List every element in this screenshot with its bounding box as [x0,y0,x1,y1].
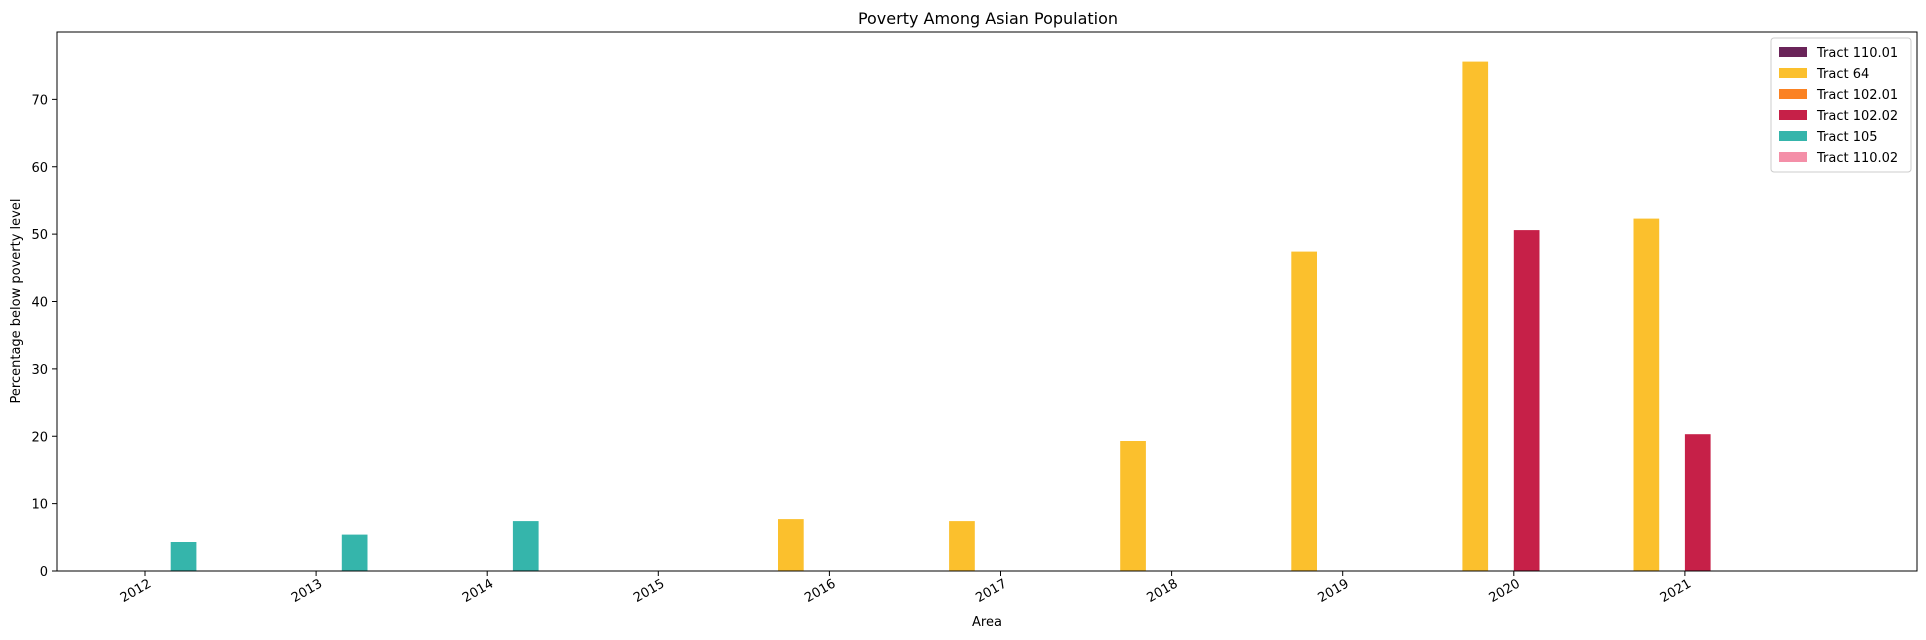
bar-tract-105-2012 [170,542,197,571]
y-tick-label: 70 [31,93,48,108]
x-tick-label: 2013 [289,576,325,606]
bar-tract-102-02-2021 [1684,434,1711,571]
bars-layer [170,61,1711,571]
x-tick-label: 2019 [1316,576,1352,606]
bar-tract-105-2013 [341,534,368,571]
x-tick-label: 2015 [631,576,667,606]
x-tick-label: 2018 [1144,576,1180,606]
bar-tract-64-2016 [778,519,804,571]
legend-swatch-tract-64 [1779,68,1807,78]
y-tick-label: 40 [31,296,48,311]
legend-swatch-tract-102-01 [1779,89,1807,99]
bar-tract-64-2021 [1633,218,1660,571]
chart-title: Poverty Among Asian Population [858,9,1118,28]
bar-tract-105-2014 [512,521,539,571]
legend-label-tract-105: Tract 105 [1816,130,1878,145]
bar-tract-64-2019 [1291,251,1317,571]
legend: Tract 110.01 Tract 64 Tract 102.01 Tract 10… [1770,37,1912,173]
y-tick-label: 0 [40,565,48,580]
legend-label-tract-102-02: Tract 102.02 [1816,109,1898,124]
x-tick-label: 2020 [1487,576,1523,606]
x-axis-label: Area [972,615,1002,630]
bar-tract-64-2020 [1462,61,1489,571]
legend-label-tract-110-01: Tract 110.01 [1816,46,1898,61]
y-tick-label: 20 [31,430,48,445]
x-tick-label: 2012 [118,576,154,606]
legend-label-tract-64: Tract 64 [1816,67,1869,82]
x-tick-label: 2016 [802,576,838,606]
legend-label-tract-102-01: Tract 102.01 [1816,88,1898,103]
bar-tract-102-02-2020 [1513,230,1540,571]
y-tick-label: 50 [31,228,48,243]
y-axis: 0 10 20 30 40 50 60 70 [31,93,57,580]
x-tick-label: 2017 [973,576,1009,606]
legend-swatch-tract-102-02 [1779,110,1807,120]
y-tick-label: 10 [31,498,48,513]
y-axis-label: Percentage below poverty level [9,199,24,404]
x-axis: 2012 2013 2014 2015 2016 2017 2018 2019 2020 2021 [118,571,1694,606]
bar-tract-64-2017 [949,521,975,571]
legend-swatch-tract-110-01 [1779,47,1807,57]
x-tick-label: 2014 [460,576,496,606]
legend-label-tract-110-02: Tract 110.02 [1816,151,1898,166]
legend-swatch-tract-105 [1779,131,1807,141]
y-tick-label: 30 [31,363,48,378]
legend-swatch-tract-110-02 [1779,152,1807,162]
bar-tract-64-2018 [1120,441,1146,571]
x-tick-label: 2021 [1658,576,1694,606]
y-tick-label: 60 [31,161,48,176]
